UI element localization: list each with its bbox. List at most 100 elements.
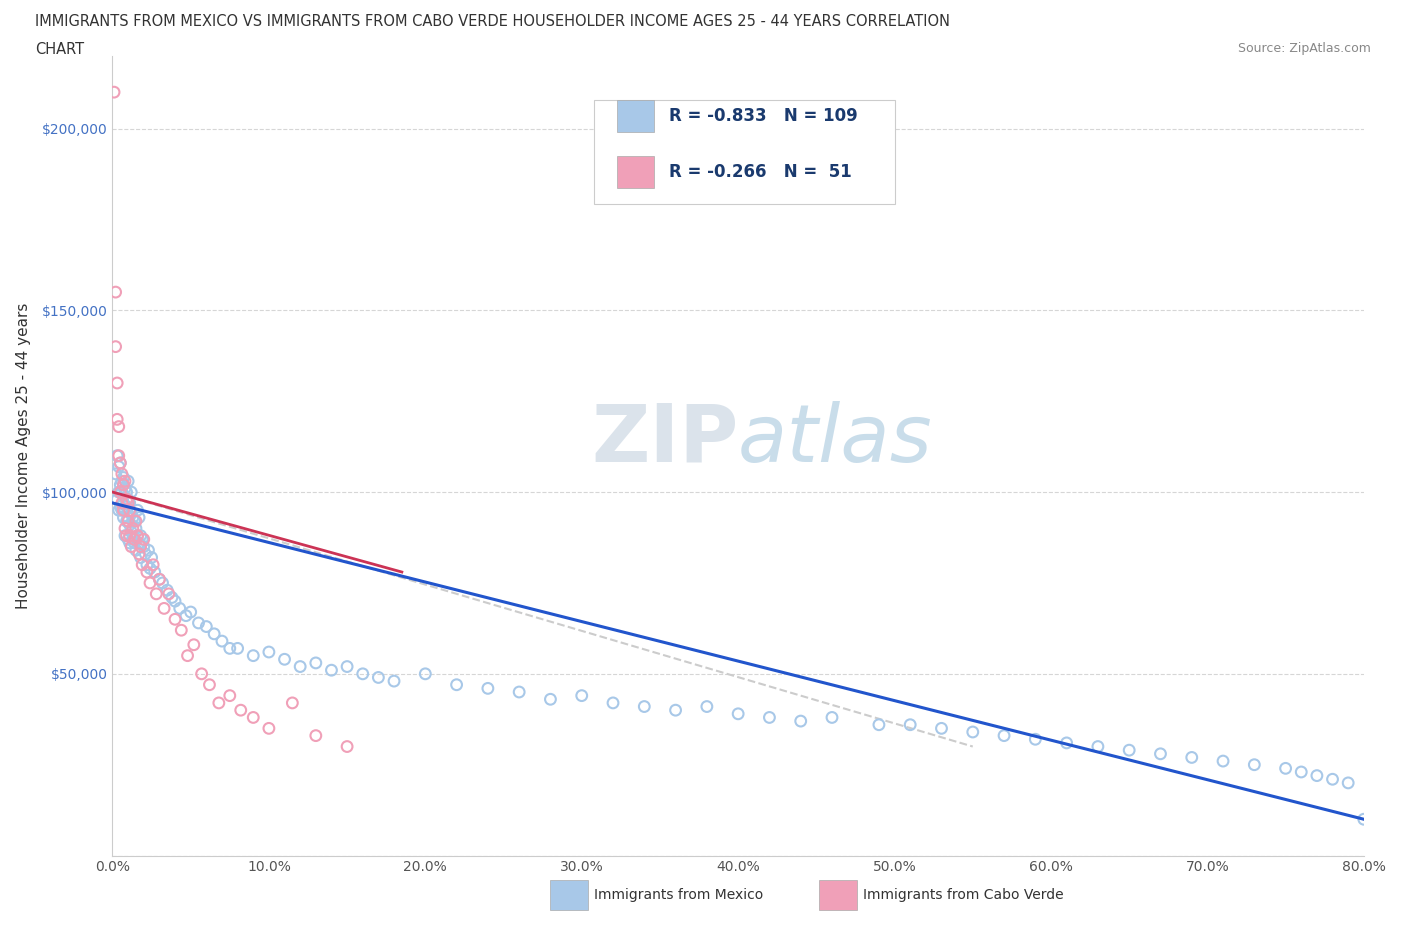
- Point: [382, 673, 405, 688]
- Point: [367, 670, 389, 684]
- Point: [664, 703, 686, 718]
- Point: [415, 667, 437, 682]
- Point: [121, 521, 143, 536]
- Point: [107, 459, 129, 474]
- Point: [257, 644, 280, 659]
- Point: [352, 667, 374, 682]
- Point: [111, 485, 134, 499]
- Y-axis label: Householder Income Ages 25 - 44 years: Householder Income Ages 25 - 44 years: [15, 302, 31, 609]
- Point: [107, 485, 129, 499]
- Point: [105, 448, 128, 463]
- Point: [821, 710, 844, 724]
- Point: [121, 532, 143, 547]
- Point: [143, 565, 166, 579]
- Point: [142, 557, 165, 572]
- Point: [110, 485, 132, 499]
- Point: [111, 503, 134, 518]
- Point: [115, 492, 138, 507]
- Point: [120, 539, 142, 554]
- Point: [1181, 750, 1204, 764]
- Point: [110, 477, 132, 492]
- Point: [125, 513, 148, 528]
- Point: [174, 608, 197, 623]
- Point: [124, 513, 146, 528]
- Text: atlas: atlas: [738, 401, 934, 479]
- Point: [208, 696, 231, 711]
- Point: [758, 710, 780, 724]
- Point: [107, 419, 129, 434]
- Point: [112, 488, 135, 503]
- Point: [571, 688, 593, 703]
- Point: [153, 601, 176, 616]
- Point: [1306, 768, 1329, 783]
- Point: [898, 717, 921, 732]
- FancyBboxPatch shape: [617, 100, 654, 132]
- Point: [115, 513, 138, 528]
- Point: [104, 285, 127, 299]
- Point: [129, 550, 152, 565]
- Point: [139, 576, 162, 591]
- Point: [540, 692, 562, 707]
- Point: [131, 532, 153, 547]
- Point: [117, 532, 139, 547]
- Point: [132, 539, 155, 554]
- Point: [127, 503, 149, 518]
- Point: [128, 510, 150, 525]
- FancyBboxPatch shape: [550, 880, 588, 910]
- Point: [103, 85, 125, 100]
- Point: [110, 499, 132, 514]
- Point: [118, 496, 141, 511]
- Point: [727, 707, 749, 722]
- Point: [198, 677, 221, 692]
- Text: ZIP: ZIP: [591, 401, 738, 479]
- Point: [790, 713, 813, 728]
- Point: [190, 667, 212, 682]
- Text: R = -0.833   N = 109: R = -0.833 N = 109: [669, 107, 858, 125]
- Point: [120, 485, 142, 499]
- Point: [127, 528, 149, 543]
- Point: [305, 728, 328, 743]
- Point: [183, 637, 205, 652]
- Point: [218, 688, 240, 703]
- Point: [1291, 764, 1313, 779]
- Point: [127, 528, 149, 543]
- Text: Immigrants from Cabo Verde: Immigrants from Cabo Verde: [863, 888, 1064, 902]
- Point: [115, 485, 138, 499]
- Point: [107, 503, 129, 518]
- Point: [125, 521, 148, 536]
- Point: [138, 543, 160, 558]
- Point: [118, 528, 141, 543]
- Text: R = -0.266   N =  51: R = -0.266 N = 51: [669, 163, 852, 180]
- Point: [336, 659, 359, 674]
- Point: [1274, 761, 1296, 776]
- Point: [117, 510, 139, 525]
- Point: [117, 513, 139, 528]
- Point: [104, 339, 127, 354]
- Point: [124, 532, 146, 547]
- Point: [134, 547, 156, 562]
- Point: [1087, 739, 1109, 754]
- Point: [129, 528, 152, 543]
- Point: [128, 536, 150, 551]
- Point: [696, 699, 718, 714]
- Point: [131, 557, 153, 572]
- Point: [1056, 736, 1078, 751]
- FancyBboxPatch shape: [595, 100, 894, 204]
- Point: [117, 473, 139, 488]
- Point: [477, 681, 499, 696]
- Point: [104, 467, 127, 482]
- Point: [602, 696, 624, 711]
- Point: [129, 539, 152, 554]
- Point: [128, 547, 150, 562]
- Point: [962, 724, 984, 739]
- Text: Immigrants from Mexico: Immigrants from Mexico: [595, 888, 763, 902]
- Point: [257, 721, 280, 736]
- Point: [993, 728, 1015, 743]
- Point: [152, 576, 174, 591]
- Point: [1337, 776, 1360, 790]
- Point: [114, 521, 136, 536]
- Point: [145, 587, 167, 602]
- Point: [112, 477, 135, 492]
- FancyBboxPatch shape: [617, 156, 654, 188]
- Point: [273, 652, 295, 667]
